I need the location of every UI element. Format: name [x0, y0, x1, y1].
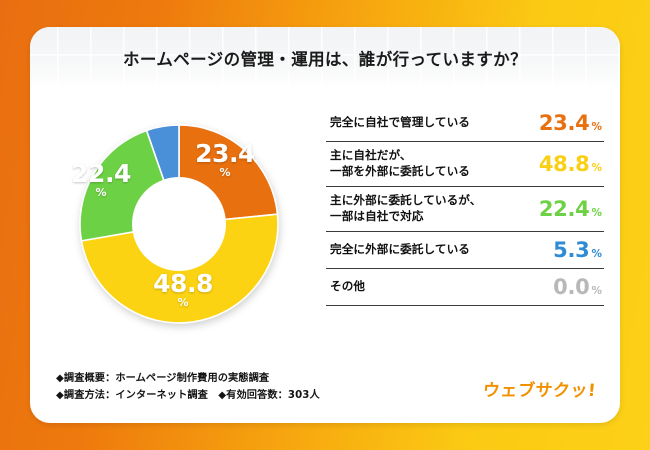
legend-value: 0.0 % — [553, 275, 602, 299]
legend-value: 23.4 % — [539, 111, 602, 135]
legend-value-unit: % — [591, 206, 602, 219]
legend-row-other: その他 0.0 % — [326, 269, 604, 306]
legend-value-unit: % — [591, 161, 602, 174]
legend-row-mostly-own: 主に自社だが、 一部を外部に委託している 48.8 % — [326, 142, 604, 187]
content-card: ホームページの管理・運用は、誰が行っていますか？ 23.4 % 48.8 % 2… — [30, 27, 620, 423]
legend-label: 完全に外部に委託している — [330, 241, 470, 256]
legend-value-unit: % — [591, 247, 602, 260]
legend-value: 22.4 % — [539, 197, 602, 221]
legend-value-number: 48.8 — [538, 151, 590, 176]
legend-row-mostly-outsourced: 主に外部に委託しているが、 一部は自社で対応 22.4 % — [326, 187, 604, 232]
legend-row-own-management: 完全に自社で管理している 23.4 % — [326, 105, 604, 142]
legend-row-fully-outsourced: 完全に外部に委託している 5.3 % — [326, 232, 604, 269]
legend-label: 主に自社だが、 一部を外部に委託している — [330, 148, 470, 178]
brand-logo: ウェブサクッ! — [481, 381, 597, 401]
header-band-fade — [30, 27, 620, 89]
legend-value: 5.3 % — [553, 238, 602, 262]
donut-hole — [132, 177, 226, 271]
survey-footnotes: ◆調査概要：ホームページ制作費用の実態調査 ◆調査方法：インターネット調査 ◆有… — [56, 373, 320, 402]
legend-list: 完全に自社で管理している 23.4 % 主に自社だが、 一部を外部に委託している… — [326, 105, 604, 306]
legend-value: 48.8 % — [539, 152, 602, 176]
legend-value-unit: % — [591, 284, 602, 297]
legend-value-number: 5.3 — [553, 237, 590, 262]
legend-value-number: 0.0 — [553, 274, 590, 299]
legend-label: 完全に自社で管理している — [330, 115, 470, 129]
donut-chart: 23.4 % 48.8 % 22.4 % — [42, 99, 312, 359]
donut-svg — [79, 124, 279, 324]
page-title: ホームページの管理・運用は、誰が行っていますか？ — [123, 50, 527, 69]
legend-value-number: 22.4 — [538, 196, 590, 221]
legend-label: 主に外部に委託しているが、 一部は自社で対応 — [330, 192, 482, 223]
legend-value-number: 23.4 — [538, 111, 590, 135]
legend-label: その他 — [330, 278, 366, 293]
legend-value-unit: % — [591, 121, 602, 133]
donut-graphic — [78, 123, 280, 325]
